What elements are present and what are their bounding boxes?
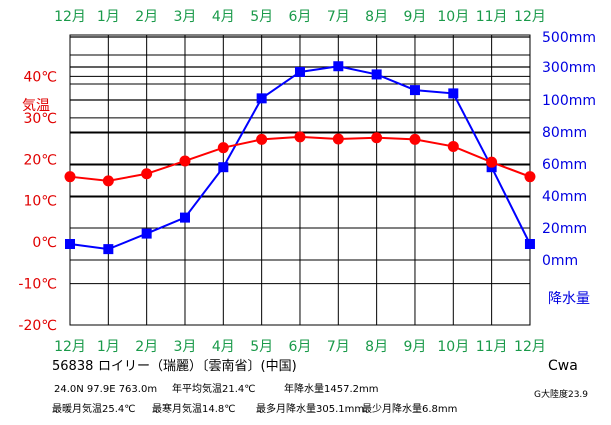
coldest-month-temp: 最寒月気温14.8℃ — [152, 402, 236, 415]
driest-month-precip: 最少月降水量6.8mm — [362, 402, 457, 415]
month-label-bottom: 3月 — [174, 339, 197, 355]
temperature-point — [64, 171, 76, 183]
temperature-point — [179, 155, 191, 167]
precipitation-point — [294, 66, 305, 77]
month-label-top: 7月 — [327, 9, 350, 25]
temperature-tick-label: 40℃ — [23, 69, 57, 85]
precipitation-tick-label: 40mm — [542, 189, 587, 205]
precipitation-axis-title: 降水量 — [548, 291, 590, 307]
month-label-top: 12月 — [54, 9, 86, 25]
month-label-bottom: 11月 — [476, 339, 508, 355]
annual-precip: 年降水量1457.2mm — [284, 382, 378, 395]
month-label-bottom: 6月 — [289, 339, 312, 355]
precipitation-tick-label: 300mm — [542, 60, 596, 76]
precipitation-point — [256, 93, 267, 104]
grid-lines — [69, 35, 531, 326]
precipitation-point — [524, 239, 535, 249]
station-name: ロイリー（瑞麗）〔雲南省〕(中国) — [98, 358, 297, 374]
precipitation-tick-label: 20mm — [542, 221, 587, 237]
wettest-month-precip: 最多月降水量305.1mm — [256, 402, 364, 415]
warmest-month-temp: 最暖月気温25.4℃ — [52, 402, 136, 415]
continentality: G大陸度23.9 — [534, 388, 588, 400]
station-id: 56838 — [52, 359, 93, 374]
precipitation-tick-label: 80mm — [542, 125, 587, 141]
temperature-tick-label: -20℃ — [18, 318, 57, 334]
temperature-tick-label: 20℃ — [23, 152, 57, 168]
precipitation-point — [179, 212, 190, 223]
month-label-top: 10月 — [437, 9, 469, 25]
month-label-top: 1月 — [97, 9, 120, 25]
temperature-point — [447, 140, 459, 152]
month-label-top: 9月 — [404, 9, 427, 25]
temperature-tick-label: 10℃ — [23, 194, 57, 210]
precipitation-point — [371, 69, 382, 80]
precipitation-tick-label: 100mm — [542, 93, 596, 109]
temperature-point — [332, 133, 344, 145]
month-label-bottom: 12月 — [514, 339, 546, 355]
annual-mean-temp: 年平均気温21.4℃ — [172, 382, 256, 395]
month-label-top: 12月 — [514, 9, 546, 25]
data-series — [64, 61, 536, 255]
precipitation-point — [448, 88, 459, 99]
axis-labels: 12月 12月 1月 1月 2月 2月 3月 3月 4月 4月 5月 5月 6月 6月 7月 7月 8月 8月 9月… — [18, 9, 596, 355]
month-label-bottom: 7月 — [327, 339, 350, 355]
temperature-point — [524, 171, 536, 183]
month-label-bottom: 2月 — [135, 339, 158, 355]
temperature-axis-title: 気温 — [22, 98, 50, 114]
month-label-top: 5月 — [250, 9, 273, 25]
month-label-top: 8月 — [365, 9, 388, 25]
month-label-bottom: 12月 — [54, 339, 86, 355]
temperature-point — [102, 175, 114, 187]
month-label-top: 3月 — [174, 9, 197, 25]
precipitation-point — [65, 239, 75, 249]
precipitation-point — [218, 162, 229, 173]
station-coords: 24.0N 97.9E 763.0m — [54, 384, 157, 395]
month-label-top: 2月 — [135, 9, 158, 25]
precipitation-tick-label: 60mm — [542, 157, 587, 173]
precipitation-point — [141, 228, 152, 239]
temperature-point — [294, 131, 306, 143]
temperature-point — [256, 133, 268, 145]
temperature-point — [141, 168, 153, 180]
temperature-tick-label: -10℃ — [18, 277, 57, 293]
precipitation-point — [333, 61, 344, 72]
temperature-tick-label: 30℃ — [23, 111, 57, 127]
temperature-point — [409, 133, 421, 145]
month-label-bottom: 9月 — [404, 339, 427, 355]
temperature-point — [486, 156, 498, 168]
month-label-top: 4月 — [212, 9, 235, 25]
precipitation-tick-label: 500mm — [542, 30, 596, 46]
month-label-bottom: 4月 — [212, 339, 235, 355]
temperature-tick-label: 0℃ — [32, 235, 57, 251]
precipitation-point — [409, 85, 420, 96]
month-label-bottom: 10月 — [437, 339, 469, 355]
month-label-bottom: 8月 — [365, 339, 388, 355]
precipitation-point — [103, 244, 114, 255]
koppen-class: Cwa — [548, 358, 578, 374]
month-label-bottom: 1月 — [97, 339, 120, 355]
precipitation-tick-label: 0mm — [542, 253, 578, 269]
month-label-top: 11月 — [476, 9, 508, 25]
month-label-top: 6月 — [289, 9, 312, 25]
temperature-point — [371, 132, 383, 144]
temperature-point — [217, 142, 229, 154]
month-label-bottom: 5月 — [250, 339, 273, 355]
